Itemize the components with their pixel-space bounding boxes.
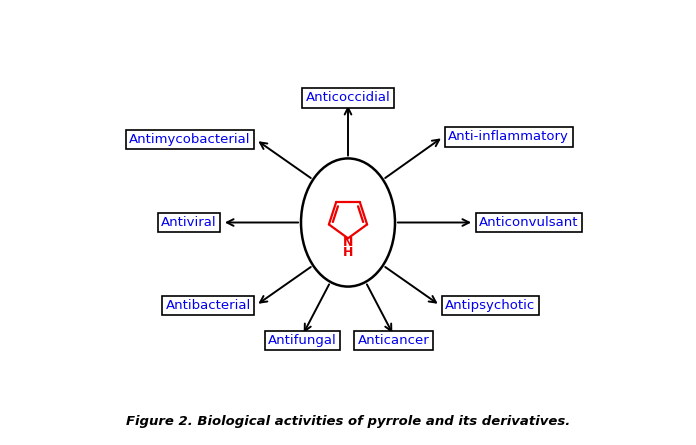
Text: N: N (343, 236, 353, 249)
Text: Antibacterial: Antibacterial (166, 299, 251, 312)
Text: H: H (343, 246, 353, 259)
Text: Antiviral: Antiviral (161, 216, 217, 229)
Text: Figure 2. Biological activities of pyrrole and its derivatives.: Figure 2. Biological activities of pyrro… (126, 415, 570, 428)
Text: Antimycobacterial: Antimycobacterial (129, 133, 251, 146)
Text: Anticoccidial: Anticoccidial (306, 91, 390, 104)
Text: Antipsychotic: Antipsychotic (445, 299, 535, 312)
Text: Antifungal: Antifungal (268, 334, 337, 347)
Text: Anticonvulsant: Anticonvulsant (479, 216, 578, 229)
Ellipse shape (301, 158, 395, 287)
Text: Anti-inflammatory: Anti-inflammatory (448, 130, 569, 143)
Text: Anticancer: Anticancer (358, 334, 429, 347)
